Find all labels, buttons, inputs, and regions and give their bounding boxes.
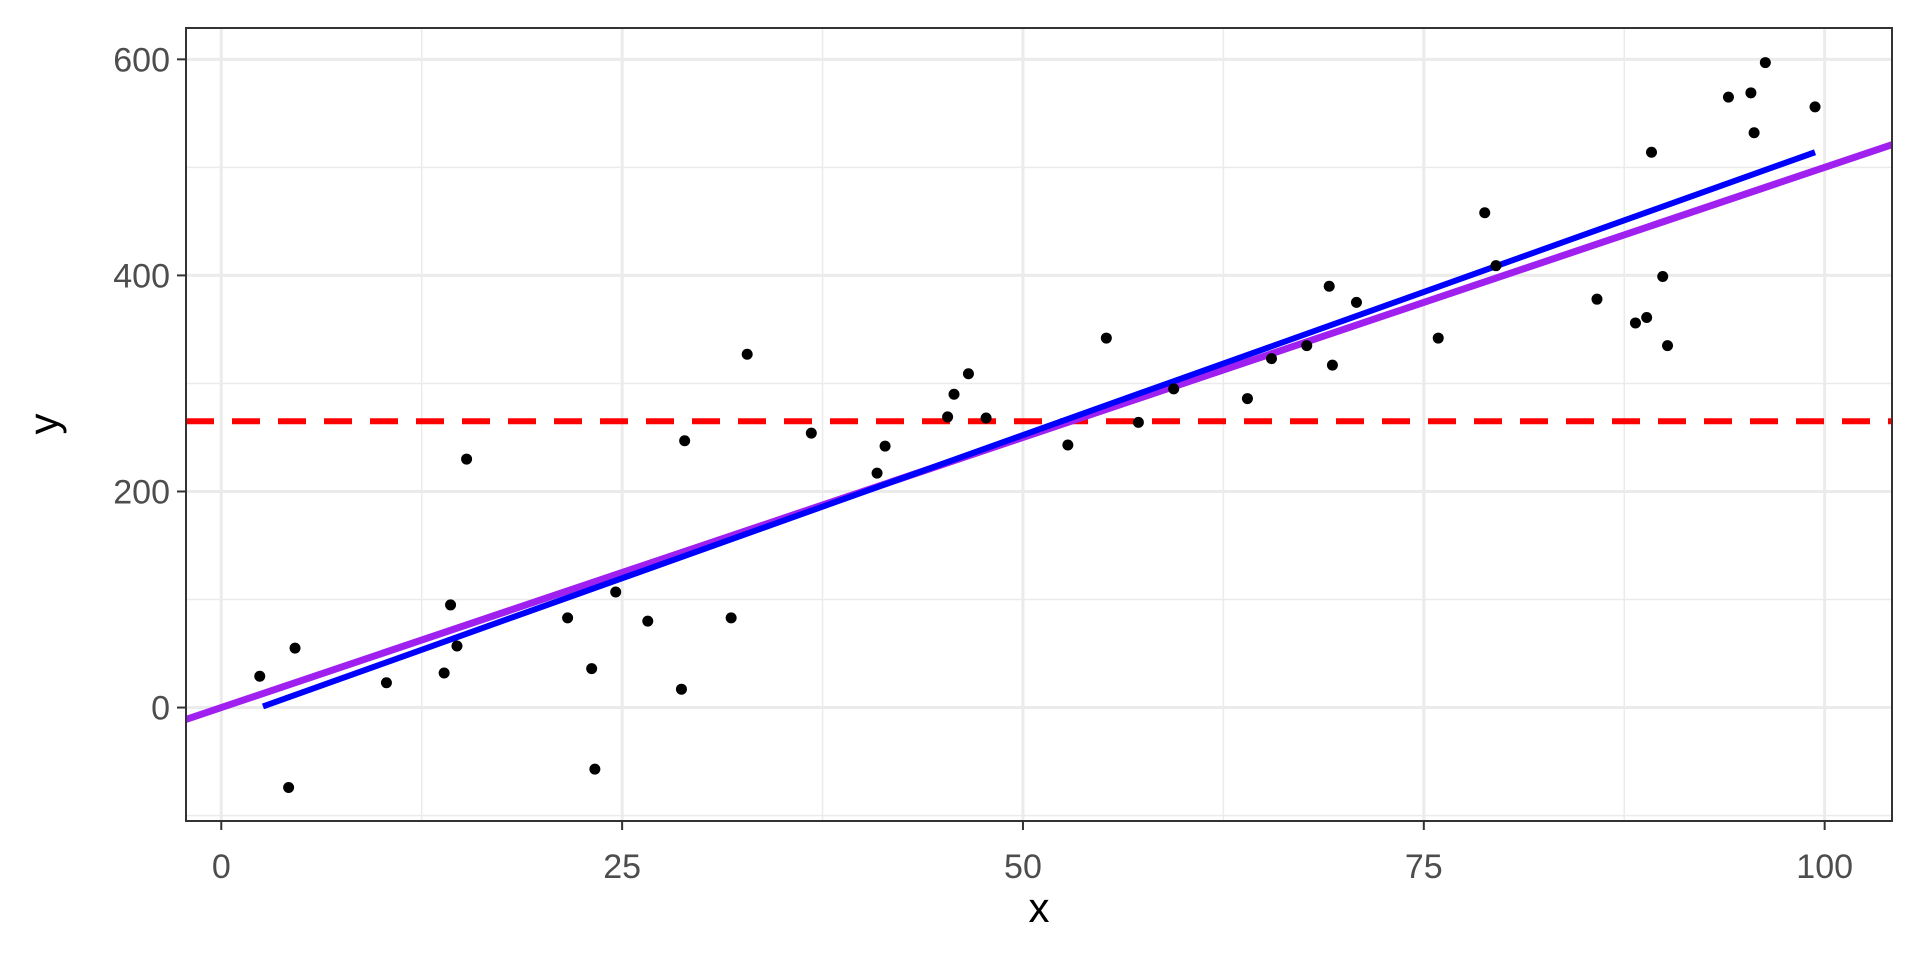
- point: [1168, 383, 1180, 395]
- point: [380, 677, 392, 689]
- point: [1629, 317, 1641, 329]
- y-tick-label: 200: [113, 473, 170, 511]
- point: [1350, 296, 1362, 308]
- point: [725, 612, 737, 624]
- panel-border: [185, 27, 1893, 822]
- point: [879, 440, 891, 452]
- point: [1809, 101, 1821, 113]
- point: [1759, 57, 1771, 69]
- point: [679, 435, 691, 447]
- point: [642, 615, 654, 627]
- point: [289, 642, 301, 654]
- point: [948, 388, 960, 400]
- point: [942, 411, 954, 423]
- point: [1432, 332, 1444, 344]
- plot-area: [186, 57, 1892, 794]
- fit-line: [261, 149, 1817, 710]
- point: [1722, 91, 1734, 103]
- point: [1301, 340, 1313, 352]
- y-axis-title: y: [20, 414, 67, 435]
- x-tick-label: 25: [603, 848, 641, 886]
- point: [451, 640, 463, 652]
- x-tick-label: 100: [1796, 848, 1853, 886]
- point: [1326, 359, 1338, 371]
- point: [1662, 340, 1674, 352]
- point: [741, 348, 753, 360]
- point: [962, 368, 974, 380]
- point: [1265, 353, 1277, 365]
- point: [1657, 270, 1669, 282]
- point: [1745, 87, 1757, 99]
- point: [1132, 416, 1144, 428]
- point: [562, 612, 574, 624]
- point: [610, 586, 622, 598]
- point: [1645, 146, 1657, 158]
- point: [461, 453, 473, 465]
- x-tick-label: 0: [212, 848, 231, 886]
- x-tick-label: 75: [1405, 848, 1443, 886]
- x-tick-label: 50: [1004, 848, 1042, 886]
- point: [586, 663, 598, 675]
- point: [871, 467, 883, 479]
- point: [438, 667, 450, 679]
- point: [675, 683, 687, 695]
- point: [1479, 207, 1491, 219]
- point: [1323, 280, 1335, 292]
- point: [1100, 332, 1112, 344]
- point: [1641, 312, 1653, 324]
- grid: [186, 28, 1892, 821]
- point: [1062, 439, 1074, 451]
- point: [1490, 260, 1502, 272]
- point: [980, 412, 992, 424]
- point: [1591, 293, 1603, 305]
- x-axis-title: x: [1029, 884, 1050, 931]
- point: [445, 599, 457, 611]
- point: [1241, 393, 1253, 405]
- point: [589, 763, 601, 775]
- point: [254, 670, 266, 682]
- y-tick-label: 400: [113, 257, 170, 295]
- axes: 0 25 50 75 100 0 200 400 600: [113, 41, 1853, 886]
- point: [283, 782, 295, 794]
- y-tick-label: 600: [113, 41, 170, 79]
- y-tick-label: 0: [151, 690, 170, 728]
- point: [1748, 127, 1760, 139]
- point: [805, 427, 817, 439]
